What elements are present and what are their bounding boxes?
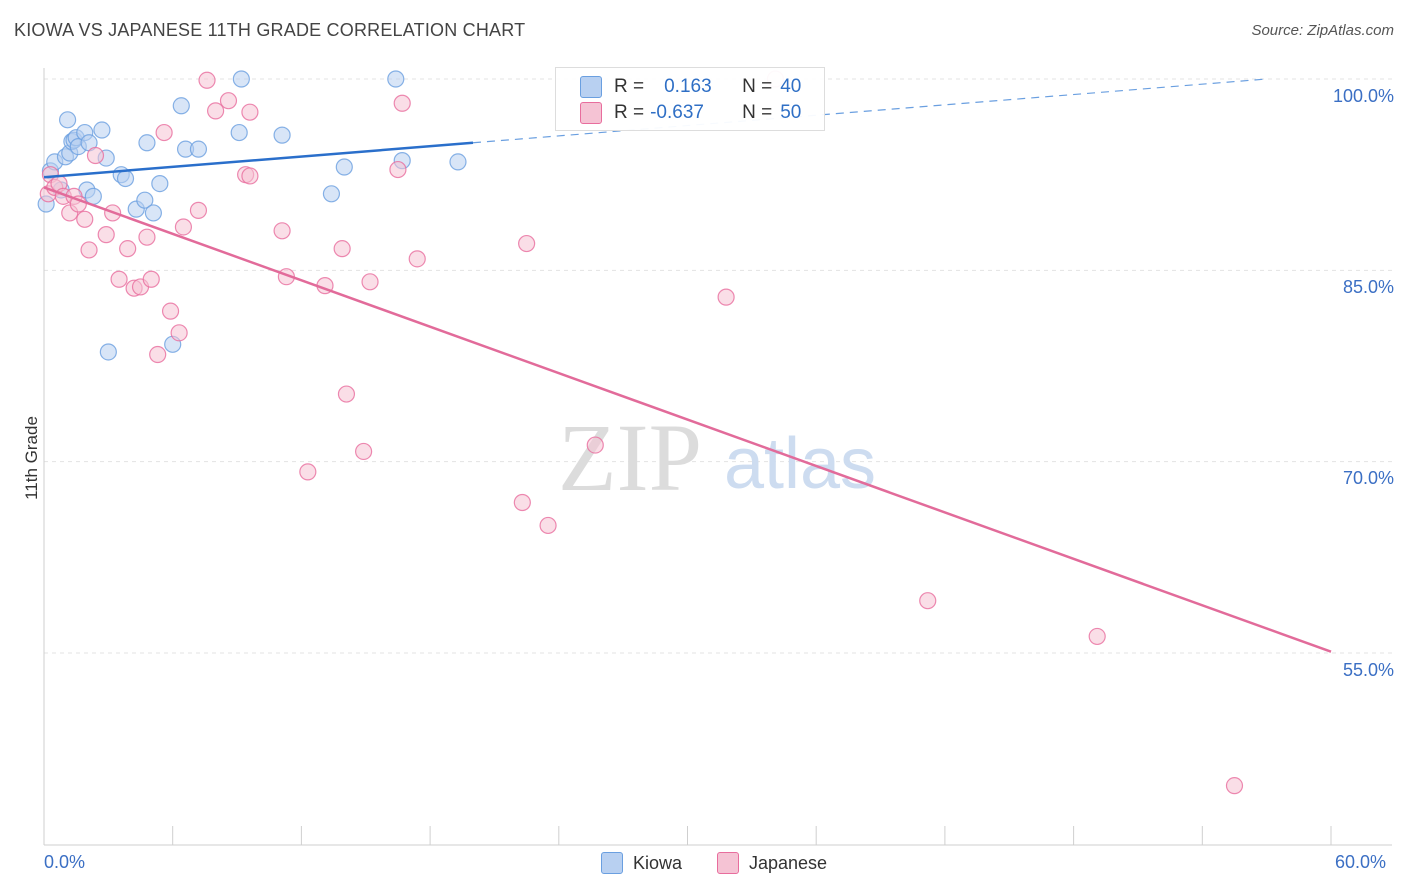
y-tick-70: 70.0% [1342, 468, 1394, 488]
japanese-point [241, 167, 259, 185]
legend-row-japanese: R = -0.637 N = 50 [580, 100, 801, 126]
kiowa-point [335, 158, 353, 176]
y-tick-85: 85.0% [1342, 277, 1394, 297]
bottom-japanese-label: Japanese [749, 852, 828, 873]
bottom-legend-kiowa: Kiowa [601, 852, 682, 874]
kiowa-point [273, 126, 291, 144]
kiowa-point [93, 121, 111, 139]
japanese-point [142, 270, 160, 288]
stats-legend: R = 0.163 N = 40 R = -0.637 N = 50 [555, 67, 825, 131]
japanese-point [76, 210, 94, 228]
japanese-trend-line [43, 186, 1332, 653]
japanese-point [361, 273, 379, 291]
japanese-point [241, 103, 259, 121]
japanese-r-value: -0.637 [650, 102, 704, 123]
kiowa-swatch [580, 76, 602, 98]
kiowa-trend-extension [472, 78, 1267, 144]
japanese-point [138, 228, 156, 246]
kiowa-point [136, 191, 154, 209]
japanese-point [333, 240, 351, 258]
japanese-point [389, 160, 407, 179]
japanese-point [1088, 627, 1106, 646]
kiowa-point [58, 111, 77, 129]
kiowa-point [189, 140, 208, 158]
bottom-japanese-swatch [717, 852, 739, 874]
data-points [37, 70, 1244, 795]
japanese-point [586, 436, 604, 454]
kiowa-point [232, 70, 250, 88]
japanese-point [119, 240, 137, 258]
kiowa-n-label: N = [742, 76, 773, 97]
japanese-point [149, 345, 167, 364]
x-tick-max: 60.0% [1335, 852, 1387, 872]
japanese-point [299, 463, 317, 481]
kiowa-trend-line [43, 141, 474, 179]
japanese-point [170, 324, 188, 342]
axes [43, 68, 1392, 846]
japanese-point [207, 102, 225, 120]
kiowa-r-label: R = [614, 76, 645, 97]
source-label: Source: ZipAtlas.com [1251, 22, 1394, 39]
japanese-n-label: N = [742, 102, 773, 123]
chart-title: KIOWA VS JAPANESE 11TH GRADE CORRELATION… [14, 20, 526, 40]
kiowa-point [138, 134, 156, 152]
x-tick-min: 0.0% [44, 852, 86, 872]
kiowa-point [230, 123, 248, 142]
japanese-point [198, 71, 216, 89]
japanese-point [408, 250, 426, 268]
japanese-point [97, 226, 115, 244]
japanese-r-label: R = [614, 102, 645, 123]
bottom-legend-japanese: Japanese [717, 852, 827, 874]
japanese-point [155, 123, 173, 142]
gridlines [44, 78, 1392, 654]
y-tick-100: 100.0% [1332, 86, 1394, 106]
japanese-point [219, 92, 238, 110]
kiowa-point [172, 97, 190, 115]
japanese-point [80, 241, 98, 259]
japanese-point [174, 218, 193, 236]
japanese-point [513, 493, 531, 512]
watermark-atlas: atlas [724, 424, 876, 504]
kiowa-point [387, 70, 405, 88]
kiowa-n-value: 40 [780, 76, 802, 97]
japanese-point [355, 442, 373, 461]
japanese-point [919, 592, 937, 610]
japanese-point [189, 201, 208, 219]
japanese-point [161, 302, 180, 320]
japanese-point [518, 234, 536, 253]
japanese-point [717, 288, 735, 306]
y-tick-55: 55.0% [1342, 660, 1394, 680]
bottom-kiowa-label: Kiowa [633, 852, 683, 873]
bottom-kiowa-swatch [601, 852, 623, 874]
kiowa-point [116, 169, 135, 188]
kiowa-point [144, 204, 162, 222]
kiowa-point [151, 174, 169, 193]
japanese-point [337, 385, 356, 403]
kiowa-r-value: 0.163 [664, 76, 712, 97]
japanese-point [86, 146, 105, 165]
japanese-point [110, 270, 128, 288]
legend-row-kiowa: R = 0.163 N = 40 [580, 74, 801, 100]
kiowa-point [449, 153, 467, 171]
japanese-point [393, 94, 411, 112]
kiowa-point [322, 185, 341, 203]
kiowa-point [99, 343, 117, 361]
japanese-swatch [580, 102, 602, 124]
trend-lines [43, 78, 1332, 653]
japanese-n-value: 50 [780, 102, 802, 123]
watermark-zip: ZIP [558, 404, 702, 511]
japanese-point [539, 516, 557, 535]
japanese-point [1225, 777, 1244, 795]
japanese-point [273, 222, 291, 240]
